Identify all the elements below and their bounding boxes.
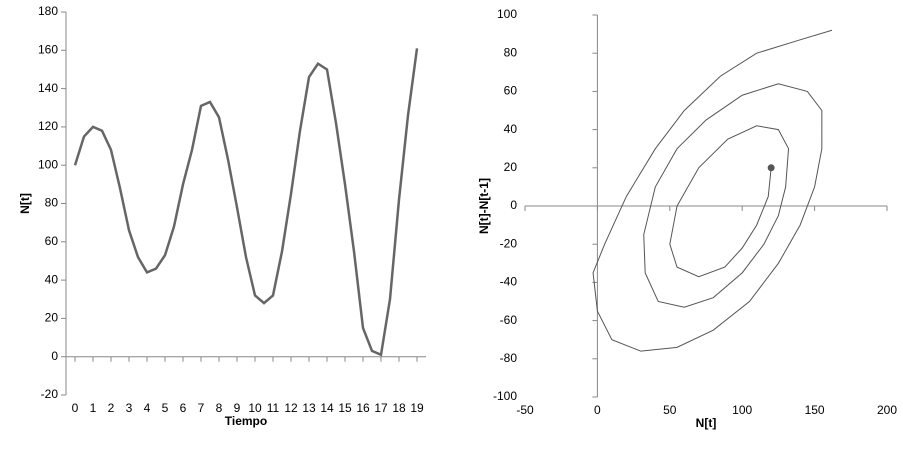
y-tick-label: -60 bbox=[500, 313, 518, 327]
x-tick-label: 19 bbox=[410, 401, 424, 415]
y-tick-label: -20 bbox=[41, 387, 59, 401]
x-tick-label: 100 bbox=[732, 403, 752, 417]
data-line bbox=[73, 48, 419, 357]
x-tick-label: 2 bbox=[108, 401, 115, 415]
y-axis-title: N[t]-N[t-1] bbox=[477, 178, 491, 234]
x-tick-label: 0 bbox=[72, 401, 79, 415]
x-tick-label: 1 bbox=[90, 401, 97, 415]
y-tick-label: 80 bbox=[45, 196, 59, 210]
x-tick-label: -50 bbox=[516, 403, 534, 417]
y-tick-label: 160 bbox=[38, 42, 58, 56]
y-tick-label: 0 bbox=[510, 198, 517, 212]
x-tick-label: 18 bbox=[392, 401, 406, 415]
x-tick-label: 0 bbox=[594, 403, 601, 417]
x-tick-label: 11 bbox=[267, 401, 280, 415]
x-tick-label: 16 bbox=[356, 401, 370, 415]
y-axis-title: N[t] bbox=[18, 193, 32, 214]
x-tick-label: 17 bbox=[374, 401, 388, 415]
y-tick-label: 40 bbox=[45, 272, 59, 286]
x-tick-label: 6 bbox=[180, 401, 187, 415]
x-tick-label: 15 bbox=[338, 401, 352, 415]
y-tick-label: 180 bbox=[38, 4, 58, 18]
y-tick-label: 60 bbox=[504, 84, 518, 98]
x-tick-label: 13 bbox=[302, 401, 316, 415]
y-tick-label: 100 bbox=[38, 157, 58, 171]
x-tick-label: 3 bbox=[126, 401, 133, 415]
x-tick-label: 10 bbox=[248, 401, 262, 415]
x-axis-title: N[t] bbox=[696, 416, 717, 430]
x-tick-label: 5 bbox=[162, 401, 169, 415]
x-tick-label: 200 bbox=[877, 403, 897, 417]
y-tick-label: 20 bbox=[504, 160, 518, 174]
x-tick-label: 12 bbox=[284, 401, 298, 415]
x-axis-title: Tiempo bbox=[225, 414, 267, 428]
y-tick-label: 80 bbox=[504, 45, 518, 59]
end-marker bbox=[767, 164, 775, 172]
x-tick-label: 50 bbox=[663, 403, 677, 417]
x-tick-label: 9 bbox=[234, 401, 241, 415]
y-tick-label: -100 bbox=[493, 389, 517, 403]
y-tick-label: 100 bbox=[497, 7, 517, 21]
x-tick-label: 4 bbox=[144, 401, 151, 415]
y-tick-label: 120 bbox=[38, 119, 58, 133]
y-tick-label: -20 bbox=[500, 236, 518, 250]
x-tick-label: 8 bbox=[216, 401, 223, 415]
y-tick-label: 140 bbox=[38, 81, 58, 95]
y-tick-label: 40 bbox=[504, 122, 518, 136]
y-tick-label: -40 bbox=[500, 275, 518, 289]
data-line bbox=[592, 29, 833, 352]
x-tick-label: 150 bbox=[805, 403, 825, 417]
y-tick-label: 60 bbox=[45, 234, 59, 248]
x-tick-label: 14 bbox=[320, 401, 334, 415]
y-tick-label: 20 bbox=[45, 311, 59, 325]
x-tick-label: 7 bbox=[198, 401, 205, 415]
y-tick-label: -80 bbox=[500, 351, 518, 365]
y-tick-label: 0 bbox=[51, 349, 58, 363]
